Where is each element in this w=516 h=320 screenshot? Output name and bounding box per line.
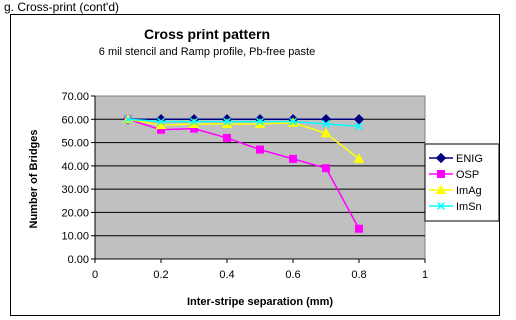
- x-axis-ticks: 0 0.2 0.4 0.6 0.8 1: [92, 258, 428, 281]
- data-point-imsn: [354, 122, 364, 131]
- legend-label-enig: ENIG: [456, 153, 483, 165]
- data-point-imsn: [156, 117, 166, 126]
- data-point-osp: [223, 133, 231, 142]
- chart-subtitle: 6 mil stencil and Ramp profile, Pb-free …: [99, 46, 315, 58]
- figure-caption: g. Cross-print (cont'd): [4, 0, 119, 14]
- y-axis-label: Number of Bridges: [28, 129, 40, 228]
- legend-marker-imsn: [436, 201, 446, 211]
- x-tick-label: 0.4: [219, 269, 234, 281]
- y-tick-label: 10.00: [61, 231, 89, 243]
- legend-marker-enig: [435, 152, 447, 164]
- x-tick-label: 0.2: [153, 269, 168, 281]
- y-tick-label: 50.00: [61, 138, 89, 150]
- y-axis-ticks: 0.00 10.00 20.00 30.00 40.00 50.00 60.00 70.00: [61, 91, 96, 266]
- chart-title: Cross print pattern: [144, 26, 270, 42]
- x-tick-label: 0: [92, 269, 98, 281]
- y-tick-label: 40.00: [61, 161, 89, 173]
- data-point-imag: [353, 153, 365, 163]
- legend-marker-osp: [437, 170, 445, 178]
- x-tick-label: 0.6: [285, 269, 300, 281]
- series-lines: [122, 113, 365, 233]
- legend-label-imag: ImAg: [456, 185, 482, 197]
- chart-frame: Cross print pattern 6 mil stencil and Ra…: [10, 14, 500, 316]
- data-point-imsn: [255, 117, 265, 126]
- data-point-enig: [353, 114, 365, 125]
- series-line-imsn: [127, 118, 360, 128]
- data-point-imsn: [288, 117, 298, 126]
- series-line-osp: [127, 118, 360, 230]
- data-point-osp: [289, 154, 297, 163]
- series-line-imag: [127, 118, 360, 160]
- data-point-osp: [322, 164, 330, 173]
- data-point-osp: [256, 145, 264, 154]
- legend: ENIG OSP ImAg ImSn: [424, 143, 500, 222]
- legend-label-osp: OSP: [456, 169, 479, 181]
- line-chart: Cross print pattern 6 mil stencil and Ra…: [28, 26, 500, 308]
- legend-marker-imag: [435, 184, 447, 194]
- y-tick-label: 60.00: [61, 114, 89, 126]
- x-tick-label: 1: [422, 269, 428, 281]
- y-tick-label: 30.00: [61, 184, 89, 196]
- y-tick-label: 70.00: [61, 91, 89, 103]
- x-tick-label: 0.8: [351, 269, 366, 281]
- legend-label-imsn: ImSn: [456, 201, 482, 213]
- data-point-imag: [320, 127, 332, 138]
- y-tick-label: 0.00: [68, 254, 89, 266]
- data-point-osp: [355, 224, 363, 233]
- y-tick-label: 20.00: [61, 207, 89, 219]
- data-point-imsn: [123, 115, 133, 124]
- x-axis-label: Inter-stripe separation (mm): [187, 296, 333, 308]
- data-point-imsn: [222, 117, 232, 126]
- data-point-imsn: [189, 117, 199, 126]
- data-point-imsn: [321, 119, 331, 128]
